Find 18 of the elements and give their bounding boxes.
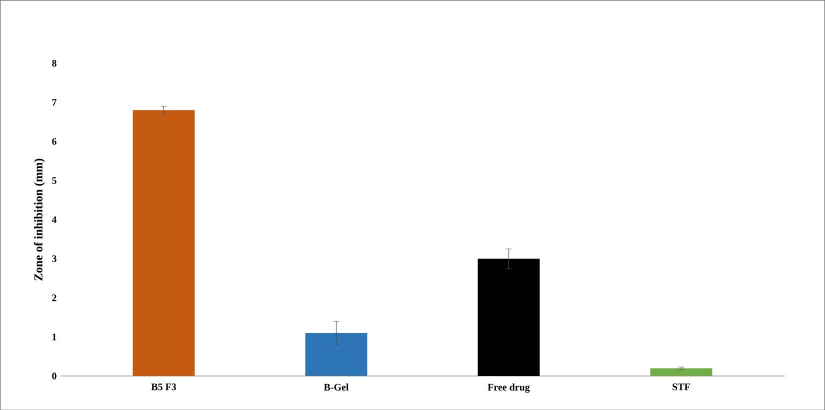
y-tick-label: 3: [52, 255, 56, 262]
y-tick-label: 0: [52, 372, 56, 380]
y-tick-label: 4: [52, 216, 57, 223]
y-tick-label: 8: [52, 60, 56, 66]
y-tick-label: 6: [52, 138, 56, 145]
y-tick-label: 5: [52, 177, 56, 184]
y-tick-label: 1: [52, 333, 56, 340]
bar: [132, 110, 195, 376]
bar: [305, 332, 368, 376]
x-tick-label: STF: [672, 383, 690, 390]
y-tick-label: 2: [52, 294, 56, 301]
x-tick-label: B-Gel: [324, 383, 349, 390]
x-tick-label: Free drug: [488, 383, 530, 393]
y-tick-label: 7: [52, 98, 56, 106]
y-axis-title: Zone of inhibition (mm): [34, 158, 45, 280]
x-tick-label: B5 F3: [151, 383, 176, 390]
bar: [478, 258, 540, 376]
bar: [650, 368, 712, 376]
